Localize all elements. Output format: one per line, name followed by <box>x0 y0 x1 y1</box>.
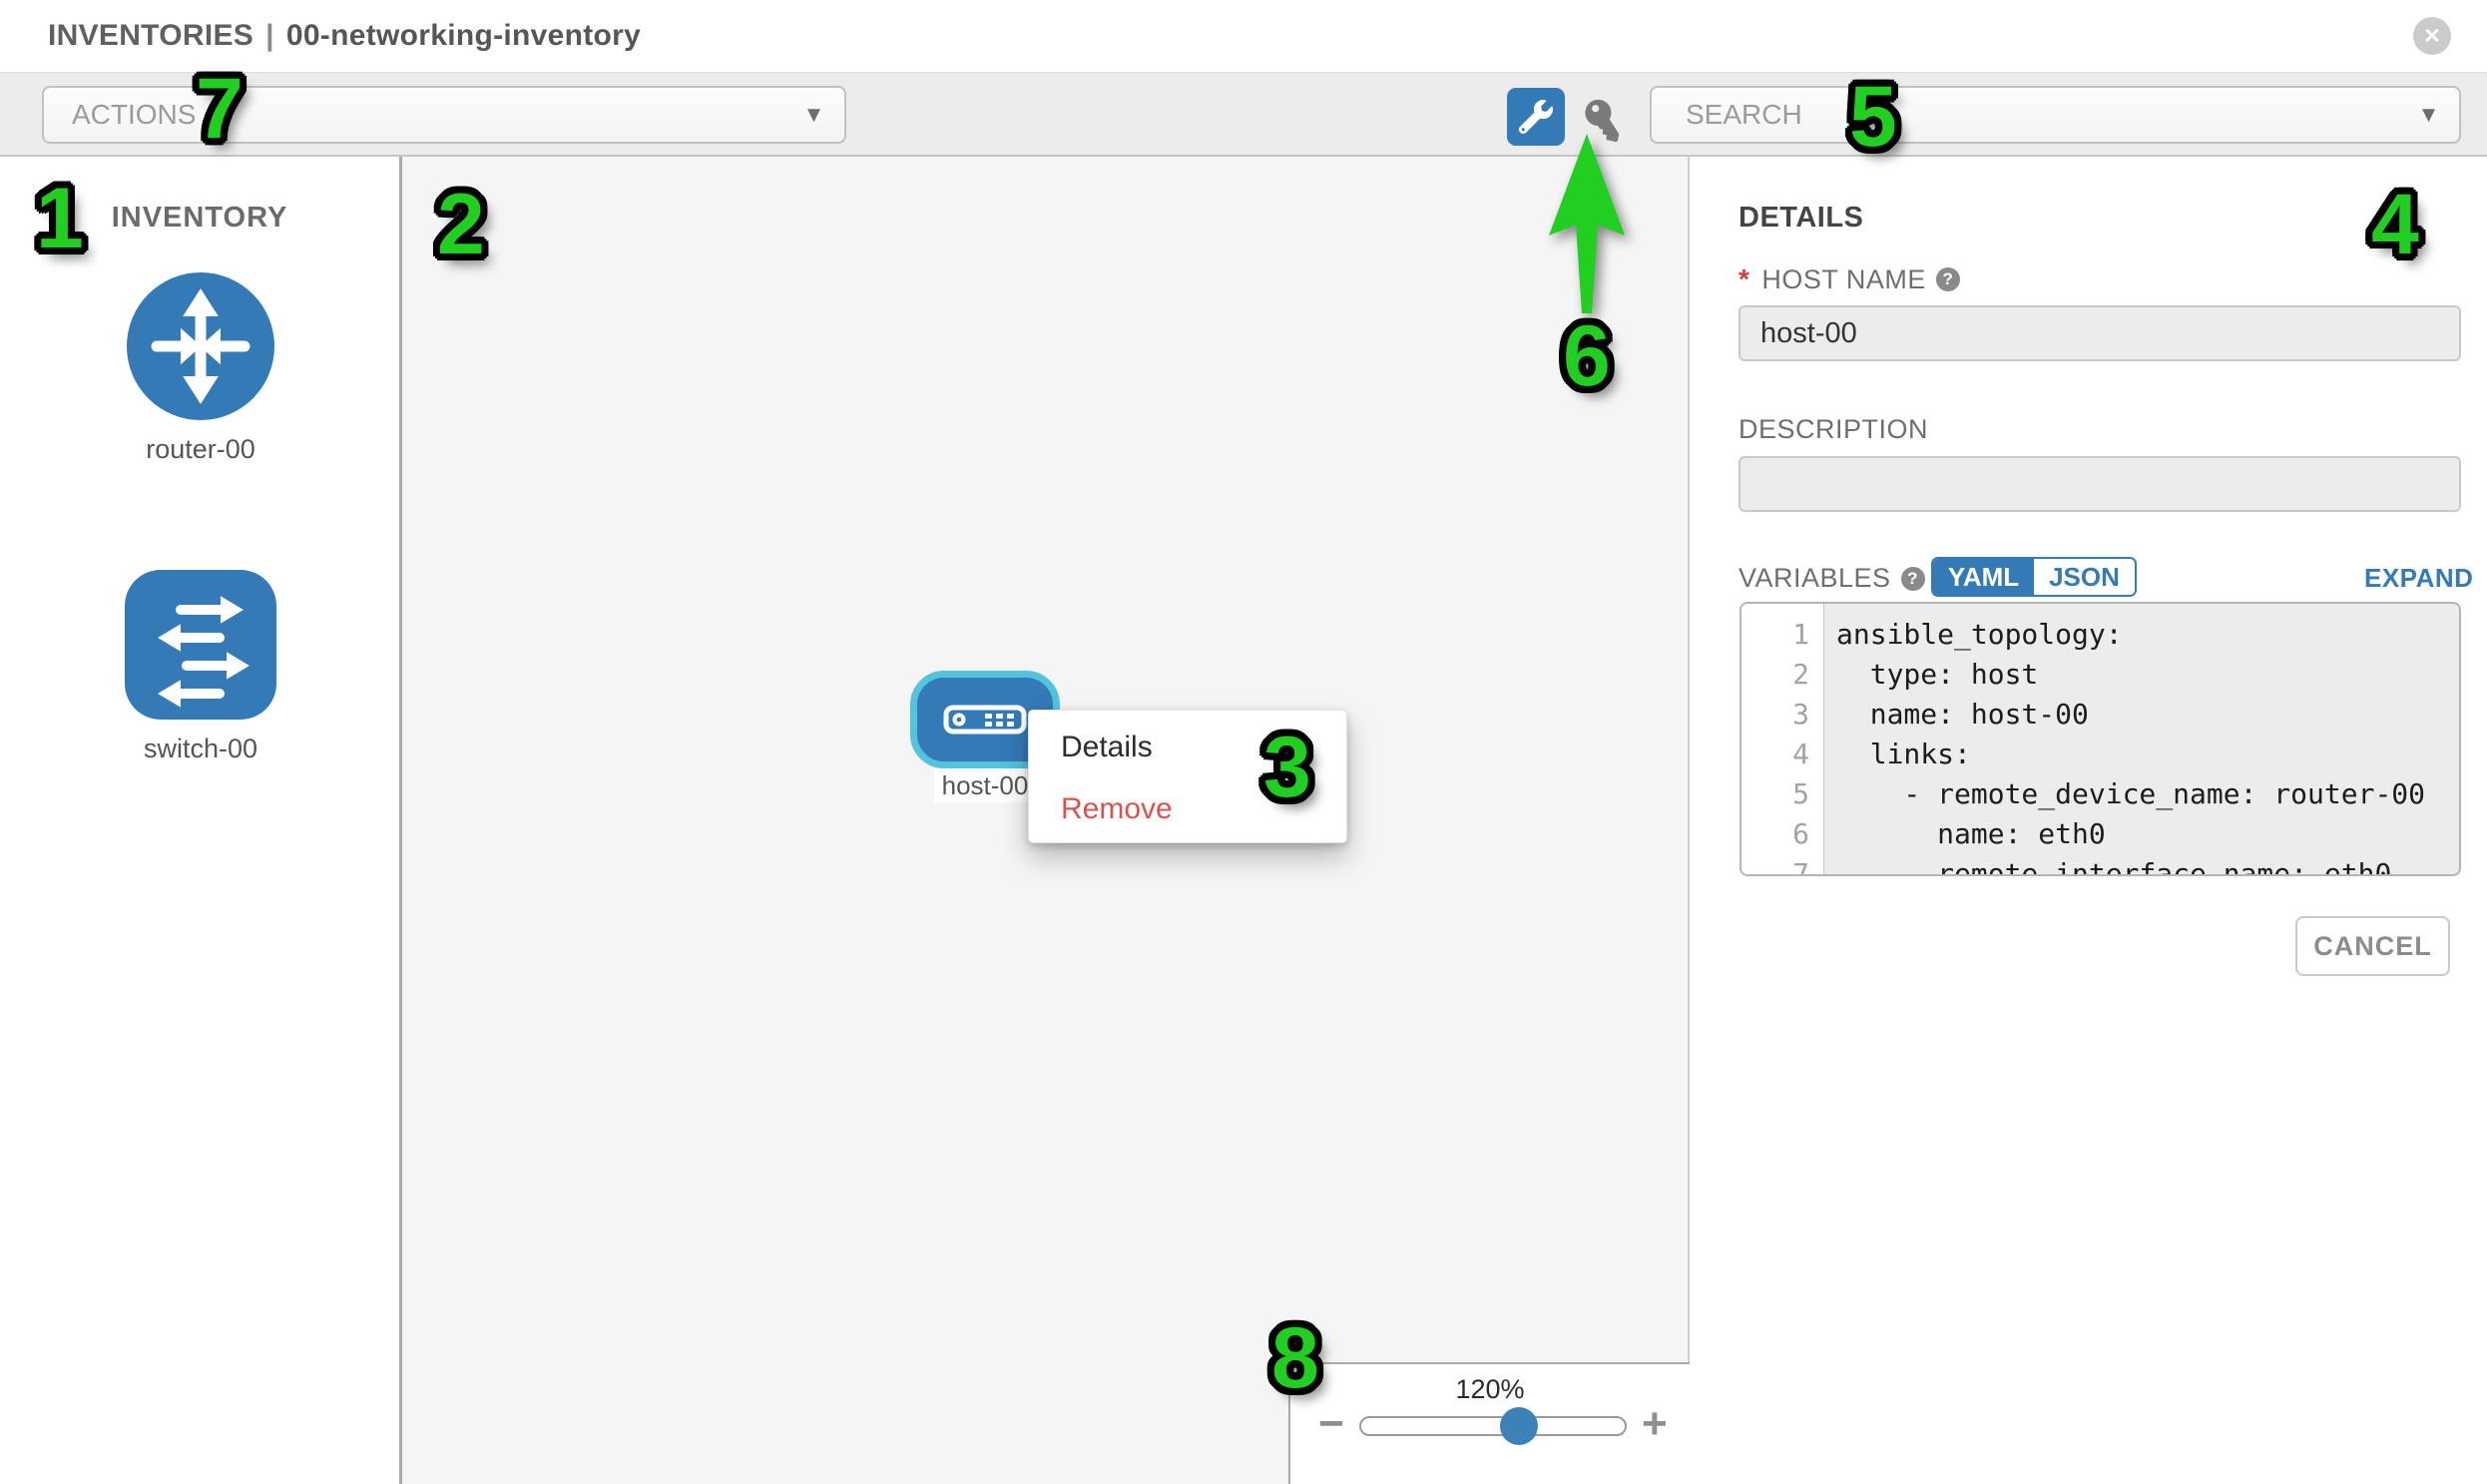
code-line: 4 links: <box>1792 737 1971 770</box>
close-icon: ✕ <box>2423 24 2441 48</box>
host-icon <box>943 705 1027 735</box>
host-name-label: HOST NAME <box>1761 263 1926 294</box>
code-line: 5 - remote_device_name: router-00 <box>1792 776 2426 810</box>
variables-format-toggle: YAML JSON <box>1931 557 2137 597</box>
wrench-icon <box>1519 100 1553 134</box>
actions-dropdown[interactable]: ACTIONS ▾ <box>42 86 846 144</box>
node-context-menu: Details Remove <box>1028 710 1347 843</box>
toggle-yaml-button[interactable]: YAML <box>1933 559 2034 595</box>
annotation-number-6: 6 <box>1563 308 1611 404</box>
caret-down-icon: ▾ <box>806 98 820 129</box>
breadcrumb: INVENTORIES | 00-networking-inventory <box>48 0 641 72</box>
annotation-number-4: 4 <box>2371 177 2419 272</box>
code-line: 7 remote_interface_name: eth0 <box>1792 856 2392 876</box>
help-icon[interactable]: ? <box>1900 566 1925 591</box>
topology-canvas[interactable]: host-00 Details Remove 120% − + <box>402 157 1690 1484</box>
expand-link[interactable]: EXPAND <box>2364 563 2474 593</box>
search-dropdown[interactable]: SEARCH ▾ <box>1650 86 2461 144</box>
zoom-level-label: 120% <box>1455 1374 1525 1404</box>
sidebar-title: INVENTORY <box>111 202 288 234</box>
breadcrumb-section: INVENTORIES <box>48 19 254 52</box>
sidebar-item-label: switch-00 <box>143 734 258 763</box>
annotation-number-8: 8 <box>1271 1310 1319 1406</box>
host-node-label: host-00 <box>910 768 1060 802</box>
required-asterisk: * <box>1739 263 1750 294</box>
context-menu-item-remove[interactable]: Remove <box>1061 792 1173 825</box>
variables-label: VARIABLES <box>1739 563 1891 593</box>
caret-down-icon: ▾ <box>2421 98 2435 129</box>
router-icon <box>127 272 274 425</box>
host-name-label-row: * HOST NAME ? <box>1739 263 1960 295</box>
toggle-json-button[interactable]: JSON <box>2034 559 2135 595</box>
details-panel: DETAILS * HOST NAME ? DESCRIPTION VARIAB… <box>1692 157 2487 1484</box>
host-name-input[interactable] <box>1739 305 2461 361</box>
annotation-number-3: 3 <box>1263 720 1311 815</box>
zoom-slider-knob[interactable] <box>1500 1407 1539 1445</box>
description-label: DESCRIPTION <box>1739 414 1929 444</box>
variables-editor-lines: 1 ansible_topology: 2 type: host 3 name: ho… <box>1741 604 2459 876</box>
code-line: 3 name: host-00 <box>1792 697 2089 731</box>
annotation-arrow-up-icon <box>1549 134 1625 320</box>
code-line: 1 ansible_topology: <box>1792 617 2123 651</box>
cancel-button[interactable]: CANCEL <box>2295 916 2450 976</box>
description-label-row: DESCRIPTION <box>1739 414 1928 445</box>
key-icon <box>1580 97 1625 143</box>
toolbar: ACTIONS ▾ SEARCH ▾ <box>0 72 2487 157</box>
code-line: 6 name: eth0 <box>1792 816 2106 850</box>
annotation-number-1: 1 <box>36 171 84 266</box>
code-line: 2 type: host <box>1792 657 2039 691</box>
annotation-number-2: 2 <box>437 177 485 272</box>
zoom-out-button[interactable]: − <box>1318 1399 1344 1448</box>
zoom-in-button[interactable]: + <box>1642 1399 1668 1448</box>
actions-dropdown-placeholder: ACTIONS <box>72 99 197 130</box>
tools-wrench-button[interactable] <box>1507 88 1565 146</box>
sidebar-item-switch[interactable]: switch-00 <box>125 570 276 764</box>
sidebar-item-label: router-00 <box>146 434 255 464</box>
breadcrumb-separator: | <box>265 19 274 52</box>
header-bar: INVENTORIES | 00-networking-inventory ✕ <box>0 0 2487 72</box>
inventory-sidebar: INVENTORY router-00 <box>0 157 402 1484</box>
switch-icon <box>125 570 276 725</box>
editor-gutter <box>1741 604 1824 874</box>
variables-code-editor[interactable]: 1 ansible_topology: 2 type: host 3 name: ho… <box>1740 602 2461 876</box>
zoom-control-panel: 120% − + <box>1288 1362 1690 1484</box>
search-dropdown-placeholder: SEARCH <box>1686 99 1802 130</box>
annotation-number-7: 7 <box>196 61 244 157</box>
zoom-slider-track[interactable] <box>1359 1407 1627 1445</box>
breadcrumb-inventory-name: 00-networking-inventory <box>285 19 642 52</box>
details-panel-title: DETAILS <box>1739 202 1864 234</box>
annotation-number-5: 5 <box>1849 69 1897 165</box>
close-button[interactable]: ✕ <box>2413 17 2451 55</box>
description-input[interactable] <box>1739 456 2461 512</box>
variables-label-row: VARIABLES ? <box>1739 563 1925 594</box>
help-icon[interactable]: ? <box>1935 267 1960 291</box>
key-button[interactable] <box>1580 97 1625 143</box>
sidebar-item-router[interactable]: router-00 <box>125 272 276 465</box>
context-menu-item-details[interactable]: Details <box>1061 731 1153 763</box>
